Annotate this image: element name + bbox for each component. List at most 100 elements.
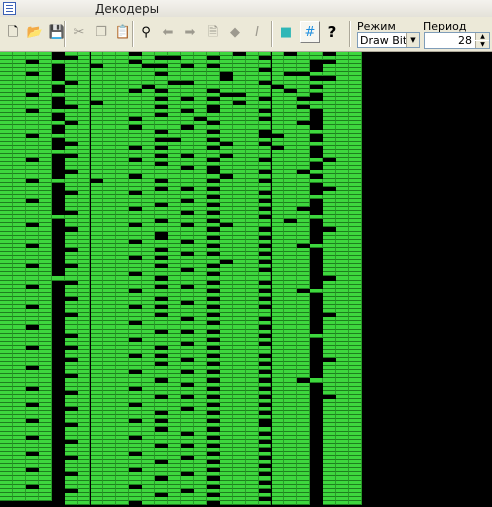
bit-cell[interactable]: [155, 101, 168, 105]
bit-cell[interactable]: [26, 342, 39, 346]
bit-cell[interactable]: [310, 130, 323, 134]
bit-cell[interactable]: [207, 125, 220, 129]
bit-cell[interactable]: [129, 497, 142, 501]
bit-cell[interactable]: [207, 191, 220, 195]
bit-cell[interactable]: [52, 134, 65, 138]
bit-cell[interactable]: [259, 240, 272, 244]
bit-cell[interactable]: [155, 293, 168, 297]
bit-cell[interactable]: [259, 444, 272, 448]
bit-cell[interactable]: [310, 215, 323, 219]
bit-cell[interactable]: [297, 285, 310, 289]
bit-cell[interactable]: [65, 387, 78, 391]
bit-cell[interactable]: [207, 183, 220, 187]
bit-cell[interactable]: [26, 321, 39, 325]
bit-cell[interactable]: [181, 219, 194, 223]
bit-cell[interactable]: [142, 501, 155, 505]
bit-cell[interactable]: [194, 501, 207, 505]
bit-cell[interactable]: [246, 501, 259, 505]
bit-cell[interactable]: [323, 391, 336, 395]
bit-cell[interactable]: [259, 330, 272, 334]
bit-cell[interactable]: [259, 105, 272, 109]
bit-cell[interactable]: [26, 154, 39, 158]
bit-cell[interactable]: [129, 268, 142, 272]
bit-cell[interactable]: [207, 415, 220, 419]
bit-cell[interactable]: [207, 232, 220, 236]
bit-cell[interactable]: [207, 162, 220, 166]
bit-cell[interactable]: [65, 293, 78, 297]
bit-cell[interactable]: [155, 215, 168, 219]
bit-cell[interactable]: [181, 297, 194, 301]
bit-cell[interactable]: [65, 117, 78, 121]
bit-cell[interactable]: [155, 134, 168, 138]
bit-cell[interactable]: [207, 134, 220, 138]
bit-cell[interactable]: [168, 501, 181, 505]
bit-cell[interactable]: [91, 60, 104, 64]
bit-cell[interactable]: [297, 203, 310, 207]
spin-up-icon[interactable]: ▲: [475, 33, 489, 40]
bit-cell[interactable]: [155, 472, 168, 476]
bit-cell[interactable]: [142, 60, 155, 64]
bit-cell[interactable]: [26, 68, 39, 72]
bit-display-canvas[interactable]: [0, 52, 362, 507]
bit-cell[interactable]: [310, 72, 323, 76]
bit-cell[interactable]: [181, 313, 194, 317]
bit-cell[interactable]: [336, 501, 349, 505]
bit-cell[interactable]: [91, 501, 104, 505]
bit-cell[interactable]: [207, 240, 220, 244]
bit-cell[interactable]: [207, 276, 220, 280]
bit-cell[interactable]: [310, 89, 323, 93]
bit-cell[interactable]: [78, 501, 91, 505]
mode-select[interactable]: Draw Bit ▼: [357, 32, 420, 48]
bit-cell[interactable]: [65, 166, 78, 170]
bit-cell[interactable]: [207, 325, 220, 329]
bit-cell[interactable]: [65, 260, 78, 264]
bit-cell[interactable]: [220, 138, 233, 142]
bit-cell[interactable]: [26, 56, 39, 60]
bit-cell[interactable]: [181, 264, 194, 268]
bit-cell[interactable]: [65, 207, 78, 211]
bit-cell[interactable]: [181, 162, 194, 166]
bit-cell[interactable]: [26, 362, 39, 366]
bit-cell[interactable]: [52, 93, 65, 97]
bit-cell[interactable]: [155, 374, 168, 378]
bit-cell[interactable]: [39, 497, 52, 501]
bit-cell[interactable]: [194, 113, 207, 117]
bit-cell[interactable]: [155, 391, 168, 395]
bit-cell[interactable]: [26, 105, 39, 109]
bit-cell[interactable]: [259, 52, 272, 56]
bit-cell[interactable]: [233, 97, 246, 101]
rectangle-icon[interactable]: ■: [276, 21, 296, 43]
bit-cell[interactable]: [155, 309, 168, 313]
bit-cell[interactable]: [181, 427, 194, 431]
bit-cell[interactable]: [129, 399, 142, 403]
bit-cell[interactable]: [310, 289, 323, 293]
bit-cell[interactable]: [142, 81, 155, 85]
bit-cell[interactable]: [181, 105, 194, 109]
bit-cell[interactable]: [129, 203, 142, 207]
bit-cell[interactable]: [129, 219, 142, 223]
bit-cell[interactable]: [259, 407, 272, 411]
bit-cell[interactable]: [129, 142, 142, 146]
bit-cell[interactable]: [26, 497, 39, 501]
bit-cell[interactable]: [155, 260, 168, 264]
bit-cell[interactable]: [52, 60, 65, 64]
bit-cell[interactable]: [207, 293, 220, 297]
bit-cell[interactable]: [310, 56, 323, 60]
bit-cell[interactable]: [310, 142, 323, 146]
spin-down-icon[interactable]: ▼: [475, 41, 489, 48]
bit-cell[interactable]: [310, 81, 323, 85]
bit-cell[interactable]: [65, 138, 78, 142]
bit-cell[interactable]: [52, 215, 65, 219]
bit-cell[interactable]: [207, 199, 220, 203]
new-file-icon[interactable]: 🗋: [3, 21, 23, 43]
bit-cell[interactable]: [233, 89, 246, 93]
bit-cell[interactable]: [259, 399, 272, 403]
bit-cell[interactable]: [207, 85, 220, 89]
bit-cell[interactable]: [207, 342, 220, 346]
bit-cell[interactable]: [155, 93, 168, 97]
bit-cell[interactable]: [284, 501, 297, 505]
grid-icon[interactable]: #: [300, 21, 320, 43]
bit-cell[interactable]: [129, 121, 142, 125]
bit-cell[interactable]: [259, 113, 272, 117]
bit-cell[interactable]: [52, 276, 65, 280]
